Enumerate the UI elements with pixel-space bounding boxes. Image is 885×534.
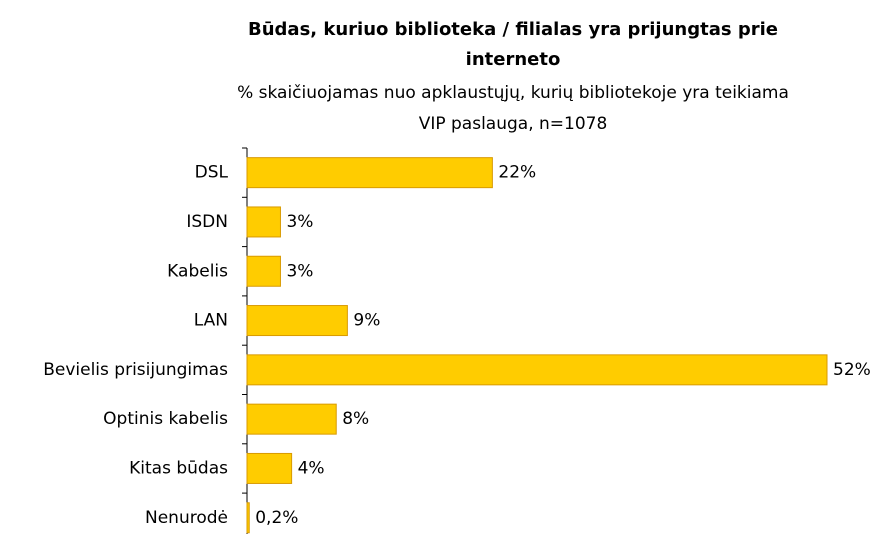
bar [246, 354, 828, 386]
data-label: 0,2% [255, 508, 298, 528]
bar [246, 502, 250, 534]
category-label: Kabelis [167, 261, 228, 281]
data-label: 4% [298, 458, 325, 478]
bar [246, 305, 348, 337]
bar [246, 157, 493, 189]
category-label: Optinis kabelis [103, 409, 228, 429]
category-label: LAN [194, 311, 228, 331]
category-label: ISDN [186, 212, 228, 232]
data-label: 3% [286, 212, 313, 232]
bar [246, 206, 281, 238]
category-label: Kitas būdas [129, 458, 228, 478]
data-label: 22% [498, 163, 536, 183]
data-label: 52% [833, 360, 871, 380]
data-label: 3% [286, 261, 313, 281]
chart-title: interneto [466, 49, 561, 70]
bar [246, 403, 337, 435]
chart-title: Būdas, kuriuo biblioteka / filialas yra … [248, 19, 778, 40]
category-label: DSL [195, 163, 229, 183]
bar [246, 452, 293, 484]
data-label: 9% [353, 311, 380, 331]
category-label: Bevielis prisijungimas [43, 360, 228, 380]
chart-subtitle: VIP paslauga, n=1078 [419, 114, 608, 134]
data-label: 8% [342, 409, 369, 429]
bar [246, 255, 281, 287]
category-label: Nenurodė [145, 508, 228, 528]
chart-subtitle: % skaičiuojamas nuo apklaustųjų, kurių b… [237, 83, 789, 103]
